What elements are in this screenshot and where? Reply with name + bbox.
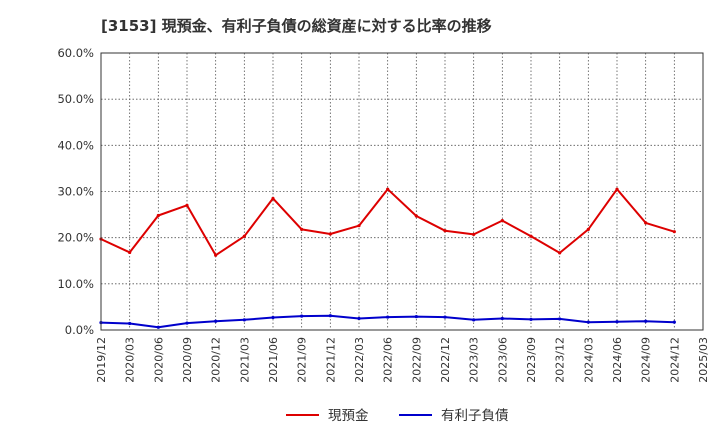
data-point xyxy=(644,221,648,225)
data-point xyxy=(185,321,189,325)
x-tick-label: 2020/12 xyxy=(210,337,223,383)
data-point xyxy=(615,320,619,324)
data-point xyxy=(214,319,218,323)
data-point xyxy=(500,218,504,223)
data-point xyxy=(586,227,590,231)
x-tick-label: 2023/03 xyxy=(468,337,481,383)
data-point xyxy=(185,203,189,207)
data-point xyxy=(472,318,476,322)
legend: 現預金 有利子負債 xyxy=(286,408,509,424)
data-point xyxy=(386,187,390,191)
data-point xyxy=(156,325,160,329)
x-tick-label: 2024/03 xyxy=(582,337,595,383)
data-point xyxy=(300,314,304,318)
y-tick-label: 60.0% xyxy=(57,46,94,60)
data-point xyxy=(128,250,132,255)
data-point xyxy=(672,320,676,324)
x-tick-label: 2021/06 xyxy=(267,337,280,383)
x-tick-label: 2021/09 xyxy=(296,337,309,383)
y-tick-label: 20.0% xyxy=(57,231,94,245)
x-tick-label: 2024/06 xyxy=(611,337,624,383)
data-point xyxy=(586,320,590,324)
x-tick-label: 2023/12 xyxy=(554,337,567,383)
x-tick-label: 2020/06 xyxy=(152,337,165,383)
data-point xyxy=(357,224,361,228)
data-point xyxy=(529,317,533,321)
x-tick-label: 2019/12 xyxy=(95,337,108,383)
x-tick-label: 2021/12 xyxy=(324,337,337,383)
data-point xyxy=(443,229,447,233)
y-tick-label: 30.0% xyxy=(57,185,94,199)
data-point xyxy=(672,230,676,234)
data-point xyxy=(328,232,332,236)
x-tick-label: 2024/09 xyxy=(640,337,653,383)
chart-title: [3153] 現預金、有利子負債の総資産に対する比率の推移 xyxy=(101,17,492,35)
data-point xyxy=(558,317,562,321)
data-point xyxy=(558,251,562,255)
data-point xyxy=(414,214,418,218)
data-point xyxy=(328,314,332,318)
x-tick-label: 2023/06 xyxy=(496,337,509,383)
data-point xyxy=(271,196,275,201)
x-tick-label: 2022/03 xyxy=(353,337,366,383)
y-tick-label: 10.0% xyxy=(57,277,94,291)
data-point xyxy=(242,234,246,238)
data-point xyxy=(128,321,132,326)
data-point xyxy=(156,213,160,218)
data-point xyxy=(271,315,275,320)
data-point xyxy=(529,234,533,238)
data-point xyxy=(472,232,476,237)
x-tick-label: 2024/12 xyxy=(668,337,681,383)
data-point xyxy=(644,319,648,323)
grid-layer xyxy=(101,53,703,330)
x-tick-label: 2025/03 xyxy=(697,337,710,383)
data-point xyxy=(242,318,246,322)
y-tick-label: 0.0% xyxy=(65,323,94,337)
data-point xyxy=(414,315,418,319)
data-point xyxy=(500,316,504,321)
x-tick-label: 2020/09 xyxy=(181,337,194,383)
y-tick-label: 40.0% xyxy=(57,138,94,152)
x-tick-label: 2023/09 xyxy=(525,337,538,383)
y-tick-label: 50.0% xyxy=(57,92,94,106)
data-point xyxy=(443,315,447,319)
data-point xyxy=(386,315,390,319)
x-tick-label: 2022/06 xyxy=(382,337,395,383)
data-point xyxy=(615,187,619,191)
data-point xyxy=(214,253,218,257)
series-layer xyxy=(99,187,676,329)
data-point xyxy=(357,316,361,321)
x-tick-label: 2021/03 xyxy=(238,337,251,383)
legend-label-0: 現預金 xyxy=(328,408,369,424)
x-tick-label: 2022/12 xyxy=(439,337,452,383)
x-tick-label: 2020/03 xyxy=(124,337,137,383)
y-axis: 0.0% 10.0% 20.0% 30.0% 40.0% 50.0% 60.0% xyxy=(57,46,94,337)
legend-label-1: 有利子負債 xyxy=(441,408,509,424)
data-point xyxy=(300,227,304,231)
plot-frame xyxy=(100,52,704,331)
x-axis: 2019/12 2020/03 2020/06 2020/09 2020/12 2021/… xyxy=(95,337,710,383)
x-tick-label: 2022/09 xyxy=(410,337,423,383)
